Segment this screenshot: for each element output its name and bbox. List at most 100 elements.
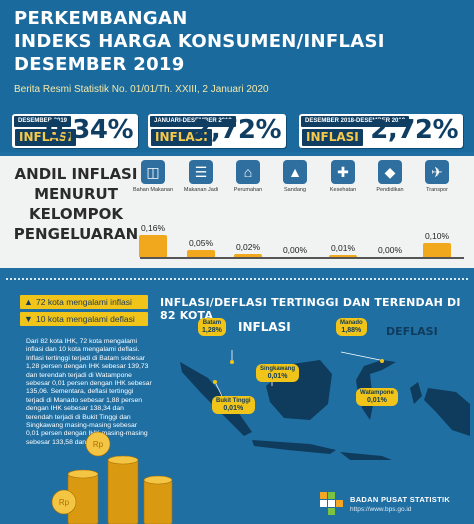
card-period-tag: DESEMBER 2018-DESEMBER 2019 (301, 116, 410, 127)
city-value: 0,01% (223, 405, 244, 412)
page-title-line-2: INDEKS HARGA KONSUMEN/INFLASI (14, 31, 385, 52)
inflation-card-yoy: DESEMBER 2018-DESEMBER 2019 INFLASI 2,72… (299, 114, 463, 148)
category-label: Makanan Jadi (183, 187, 219, 193)
category-pendidikan: ◆ Pendidikan (365, 160, 415, 193)
category-bahan-makanan: ◫ Bahan Makanan (128, 160, 178, 193)
andil-bar-value: 0,10% (424, 231, 450, 242)
manado-pin-line (340, 351, 381, 361)
category-label: Kesehatan (329, 187, 357, 193)
bps-logo-icon (320, 492, 343, 515)
card-label: INFLASI (151, 129, 212, 146)
category-sandang: ▲ Sandang (270, 160, 320, 193)
category-label: Sandang (283, 187, 307, 193)
burger-icon: ☰ (189, 160, 213, 184)
map-deflasi-label: DEFLASI (386, 325, 438, 338)
maluku-island (410, 382, 422, 404)
city-value: 1,28% (202, 327, 222, 334)
graduation-cap-icon: ◆ (378, 160, 402, 184)
coin-stack-right (143, 479, 173, 524)
andil-bar-value: 0,05% (188, 238, 214, 249)
card-value: 2,72% (370, 115, 458, 145)
airplane-icon: ✈ (425, 160, 449, 184)
andil-bar-value: 0,00% (282, 245, 308, 255)
andil-title-line: MENURUT (34, 185, 118, 203)
city-badge-manado: Manado 1,88% (336, 318, 367, 336)
andil-bar-value: 0,02% (235, 242, 261, 253)
card-label: INFLASI (302, 129, 363, 146)
city-badge-bukit-tinggi: Bukit Tinggi 0,01% (212, 396, 255, 414)
legend-text: 72 kota mengalami inflasi (36, 297, 132, 307)
city-name: Watampone (360, 390, 394, 396)
coin-symbol-icon: Rp (93, 440, 104, 449)
page-title-line-1: PERKEMBANGAN (14, 8, 188, 29)
andil-bar-value: 0,00% (377, 245, 403, 255)
dotted-divider (6, 278, 468, 280)
category-perumahan: ⌂ Perumahan (223, 160, 273, 193)
andil-bar (139, 235, 167, 257)
andil-section: ANDIL INFLASI MENURUT KELOMPOK PENGELUAR… (0, 156, 474, 268)
arrow-up-icon: ▲ (24, 297, 33, 307)
bar-baseline (140, 257, 464, 259)
coin-stack-middle (107, 459, 139, 524)
indonesia-map (180, 350, 470, 460)
andil-title-line: KELOMPOK (29, 205, 123, 223)
category-makanan-jadi: ☰ Makanan Jadi (176, 160, 226, 193)
inflation-card-ytd: JANUARI-DESEMBER 2019 INFLASI 2,72% (148, 114, 286, 148)
coin-rp-left (51, 489, 77, 515)
andil-bar (423, 243, 451, 257)
category-label: Pendidikan (376, 187, 404, 193)
city-name: Singkawang (260, 366, 296, 372)
footer-url[interactable]: https://www.bps.go.id (350, 506, 412, 513)
map-inflasi-label: INFLASI (238, 320, 291, 334)
card-value: 2,72% (193, 115, 281, 145)
java-island (252, 440, 336, 454)
city-value: 1,88% (341, 327, 362, 334)
coin-stacks-illustration: Rp Rp (51, 431, 173, 524)
grocery-basket-icon: ◫ (141, 160, 165, 184)
category-label: Bahan Makanan (132, 187, 174, 193)
header-section: PERKEMBANGAN INDEKS HARGA KONSUMEN/INFLA… (0, 0, 474, 152)
bukittinggi-pin-line (215, 383, 223, 397)
andil-bar (187, 250, 215, 257)
summary-paragraph: Dari 82 kota IHK, 72 kota mengalami infl… (26, 338, 152, 446)
bukittinggi-pin (213, 380, 217, 384)
andil-bar (329, 255, 357, 257)
arrow-down-icon: ▼ (24, 314, 33, 324)
city-name: Batam (202, 320, 222, 326)
footer-org-name: BADAN PUSAT STATISTIK (350, 495, 451, 504)
andil-title-line: ANDIL INFLASI (14, 165, 138, 183)
city-name: Manado (340, 320, 363, 326)
city-badge-batam: Batam 1,28% (198, 318, 226, 336)
andil-bar-value: 0,16% (140, 223, 166, 233)
city-name: Bukit Tinggi (216, 398, 251, 404)
city-value: 0,01% (366, 397, 387, 404)
inflation-card-monthly: DESEMBER 2019 INFLASI 0,34% (12, 114, 138, 148)
andil-title-line: PENGELUARAN (13, 225, 139, 243)
page-subtitle: Berita Resmi Statistik No. 01/01/Th. XXI… (14, 84, 269, 95)
category-kesehatan: ✚ Kesehatan (318, 160, 368, 193)
manado-pin (380, 359, 384, 363)
card-period-tag: JANUARI-DESEMBER 2019 (150, 116, 236, 127)
card-period-tag: DESEMBER 2019 (14, 116, 72, 127)
legend-text: 10 kota mengalami deflasi (36, 314, 135, 324)
andil-bar-value: 0,01% (330, 243, 356, 253)
coin-symbol-icon: Rp (59, 498, 70, 507)
category-transpor: ✈ Transpor (412, 160, 462, 193)
card-value: 0,34% (45, 115, 133, 145)
page-title-line-3: DESEMBER 2019 (14, 54, 185, 75)
papua-island (424, 388, 470, 436)
dress-icon: ▲ (283, 160, 307, 184)
legend-deflation-count: ▼ 10 kota mengalami deflasi (20, 312, 148, 326)
legend-inflation-count: ▲ 72 kota mengalami inflasi (20, 295, 148, 309)
category-label: Perumahan (233, 187, 263, 193)
andil-title: ANDIL INFLASI MENURUT KELOMPOK PENGELUAR… (10, 164, 142, 244)
city-badge-watampone: Watampone 0,01% (356, 388, 398, 406)
medical-kit-icon: ✚ (331, 160, 355, 184)
category-label: Transpor (426, 187, 448, 193)
house-icon: ⌂ (236, 160, 260, 184)
city-badge-singkawang: Singkawang 0,01% (256, 364, 300, 382)
card-label: INFLASI (15, 129, 76, 146)
coin-rp-top (85, 431, 111, 457)
andil-bar (234, 254, 262, 257)
nusa-tenggara-islands (340, 452, 392, 460)
